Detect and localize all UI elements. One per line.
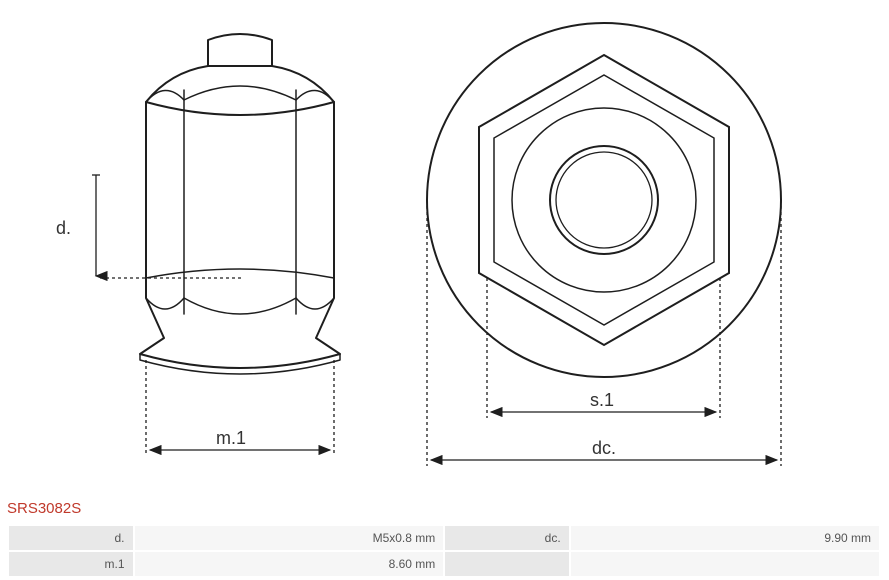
spec-value: 9.90 mm	[571, 526, 879, 550]
spec-label	[445, 552, 568, 576]
dim-label-m1: m.1	[216, 428, 246, 448]
spec-table: d. M5x0.8 mm dc. 9.90 mm m.1 8.60 mm	[7, 524, 881, 578]
table-row: m.1 8.60 mm	[9, 552, 879, 576]
part-number: SRS3082S	[7, 500, 81, 517]
spec-label: d.	[9, 526, 133, 550]
dim-label-d: d.	[56, 218, 71, 238]
table-row: d. M5x0.8 mm dc. 9.90 mm	[9, 526, 879, 550]
spec-label: m.1	[9, 552, 133, 576]
spec-value: 8.60 mm	[135, 552, 444, 576]
spec-value	[571, 552, 879, 576]
spec-value: M5x0.8 mm	[135, 526, 444, 550]
spec-label: dc.	[445, 526, 568, 550]
technical-diagram: d. m.1 s.1 dc.	[0, 0, 889, 490]
dim-label-dc: dc.	[592, 438, 616, 458]
dim-label-s1: s.1	[590, 390, 614, 410]
